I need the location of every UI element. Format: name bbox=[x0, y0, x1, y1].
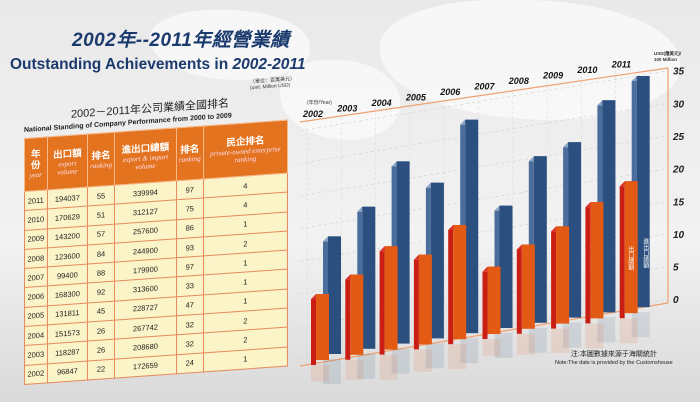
export-series-label: 出口總額 bbox=[627, 245, 634, 271]
year-label: 2004 bbox=[371, 98, 392, 108]
export-bar-reflection bbox=[311, 365, 329, 382]
export-bar bbox=[590, 202, 604, 319]
import-export-bar-reflection bbox=[391, 348, 410, 374]
export-bar-side bbox=[413, 259, 419, 350]
title-english-text: Outstanding Achievements in bbox=[10, 56, 233, 73]
year-label: 2011 bbox=[611, 60, 631, 70]
year-label: 2008 bbox=[508, 76, 529, 86]
export-bar bbox=[521, 244, 535, 329]
gridline bbox=[299, 103, 669, 164]
top-axis-line bbox=[299, 67, 669, 123]
export-bar-reflection bbox=[619, 318, 638, 344]
import-export-bar-reflection bbox=[631, 312, 650, 338]
import-export-bar bbox=[465, 119, 479, 334]
export-bar-reflection bbox=[585, 323, 604, 349]
export-bar-reflection bbox=[482, 339, 501, 356]
export-bar-side bbox=[379, 251, 385, 355]
export-bar-side bbox=[551, 231, 557, 329]
export-bar-side bbox=[585, 207, 591, 324]
year-label: 2006 bbox=[439, 87, 461, 97]
gridline bbox=[299, 70, 669, 132]
y-axis-label-line: USD(億美元)/ bbox=[654, 50, 682, 57]
import-export-bar bbox=[362, 206, 376, 349]
import-export-bar bbox=[533, 156, 547, 323]
export-bar-reflection bbox=[516, 333, 535, 355]
import-export-bar bbox=[636, 76, 650, 308]
year-label: 2010 bbox=[576, 65, 597, 75]
y-tick-label: 10 bbox=[673, 230, 685, 241]
y-tick-label: 15 bbox=[673, 197, 685, 208]
x-axis-label: (年份/Year) bbox=[307, 99, 332, 106]
y-tick-label: 5 bbox=[673, 263, 679, 274]
import-export-bar-reflection bbox=[494, 333, 513, 358]
y-tick-label: 20 bbox=[672, 165, 685, 176]
year-label: 2002 bbox=[302, 109, 323, 119]
export-bar-reflection bbox=[413, 349, 432, 372]
source-note: 注:本圖數據來源于海關統計 Note:The date is provided … bbox=[555, 350, 673, 367]
y-tick-label: 30 bbox=[673, 99, 685, 110]
export-bar-reflection bbox=[551, 328, 570, 353]
export-bar bbox=[487, 266, 501, 334]
y-tick-label: 25 bbox=[672, 132, 685, 143]
world-map-shape bbox=[280, 60, 400, 140]
import-export-bar bbox=[328, 236, 341, 354]
export-bar bbox=[384, 246, 398, 350]
y-tick-label: 0 bbox=[673, 295, 679, 306]
title-years: 2002-2011 bbox=[232, 56, 306, 73]
import-export-bar-reflection bbox=[357, 353, 376, 379]
title-english: Outstanding Achievements in 2002-2011 bbox=[10, 56, 305, 74]
import-export-bar bbox=[396, 161, 410, 344]
note-cn: 注:本圖數據來源于海關統計 bbox=[570, 351, 657, 358]
gridline bbox=[299, 135, 669, 197]
y-axis-label-line: 100 Million bbox=[654, 57, 677, 62]
export-bar-reflection bbox=[448, 344, 467, 370]
export-bar-reflection bbox=[379, 354, 398, 380]
year-label: 2007 bbox=[474, 82, 496, 92]
import-export-series-label: 進出口總額 bbox=[642, 237, 649, 269]
export-bar-side bbox=[448, 229, 454, 345]
world-map-shape bbox=[150, 10, 310, 80]
export-bar bbox=[556, 226, 570, 324]
year-label: 2003 bbox=[336, 104, 357, 114]
import-export-bar-reflection bbox=[425, 343, 444, 369]
export-bar bbox=[453, 224, 467, 340]
year-label: 2005 bbox=[405, 93, 427, 103]
export-bar-side bbox=[311, 299, 316, 365]
y-tick-label: 35 bbox=[673, 67, 685, 78]
note-en: Note:The date is provided by the Customs… bbox=[555, 360, 673, 366]
world-map-shape bbox=[380, 0, 680, 120]
export-bar-side bbox=[345, 279, 351, 360]
import-export-bar-reflection bbox=[323, 359, 341, 384]
import-export-bar-reflection bbox=[597, 317, 616, 343]
export-bar bbox=[350, 274, 364, 355]
export-bar-side bbox=[516, 249, 522, 334]
export-bar bbox=[418, 254, 432, 345]
import-export-bar bbox=[602, 100, 616, 313]
import-export-bar bbox=[568, 142, 582, 318]
y-axis-label: USD(億美元)/100 Million bbox=[654, 50, 682, 62]
import-export-bar bbox=[430, 182, 444, 339]
export-bar-side bbox=[482, 271, 488, 339]
export-bar bbox=[624, 181, 638, 314]
import-export-bar-reflection bbox=[528, 327, 547, 353]
export-bar-side bbox=[619, 186, 625, 319]
import-export-bar-reflection bbox=[460, 338, 479, 364]
export-bar-reflection bbox=[345, 359, 364, 380]
year-label: 2009 bbox=[542, 71, 563, 81]
import-export-bar bbox=[499, 205, 513, 328]
import-export-bar-reflection bbox=[563, 322, 582, 348]
export-bar bbox=[316, 294, 329, 360]
title-chinese: 2002年--2011年經營業績 bbox=[72, 30, 290, 51]
